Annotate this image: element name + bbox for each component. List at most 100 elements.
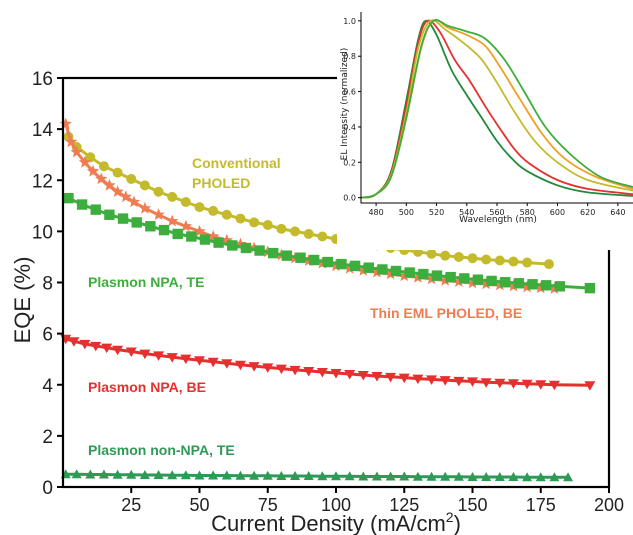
data-point-star: [95, 172, 108, 185]
data-point-square: [117, 213, 129, 224]
x-tick-label: 75: [258, 495, 278, 515]
inset-y-tick-label: 1.0: [343, 17, 356, 26]
data-point-square: [308, 254, 320, 266]
data-point-square: [459, 273, 470, 284]
inset-x-tick-label: 580: [520, 208, 535, 217]
data-point-circle: [440, 250, 451, 261]
data-point-square: [322, 256, 334, 268]
data-point-square: [158, 224, 170, 236]
data-point-triangle-down: [139, 349, 151, 360]
x-tick-label: 25: [121, 495, 141, 515]
data-point-triangle-up: [522, 472, 533, 482]
data-point-triangle-down: [330, 368, 342, 379]
inset-axis-ticks: 0.0 0.2 0.4 0.6 0.8 1.0 480 500 520 540 560 580 600 6…: [343, 17, 625, 217]
data-point-star: [78, 155, 91, 168]
data-point-triangle-down: [584, 381, 596, 391]
data-point-circle: [453, 251, 464, 262]
data-point-triangle-down: [234, 360, 246, 371]
y-tick-label: 6: [42, 325, 53, 346]
data-point-triangle-down: [68, 337, 80, 347]
data-point-triangle-down: [101, 343, 113, 354]
data-point-star: [86, 164, 100, 177]
inset-x-tick-label: 540: [459, 208, 474, 217]
data-point-triangle-up: [71, 469, 82, 479]
data-point-triangle-up: [194, 470, 205, 480]
data-point-triangle-down: [262, 363, 274, 373]
x-tick-label: 100: [321, 495, 351, 515]
data-point-square: [268, 247, 279, 259]
series-line: [65, 472, 568, 479]
data-point-triangle-up: [535, 472, 546, 482]
data-point-circle: [85, 152, 96, 163]
data-point-circle: [235, 213, 246, 224]
data-point-triangle-up: [371, 471, 382, 481]
data-point-square: [336, 258, 347, 270]
data-point-star: [425, 272, 438, 285]
inset-x-tick-label: 500: [399, 208, 414, 217]
data-point-star: [65, 135, 78, 148]
data-point-triangle-down: [439, 376, 451, 386]
data-point-triangle-up: [412, 471, 423, 481]
data-point-triangle-up: [276, 471, 287, 481]
data-point-triangle-down: [535, 380, 547, 390]
data-point-triangle-up: [249, 470, 260, 480]
data-point-circle: [522, 257, 533, 268]
data-point-star: [466, 276, 479, 289]
data-point-star: [439, 274, 452, 286]
data-point-triangle-up: [467, 472, 478, 482]
data-point-star: [548, 282, 561, 294]
data-point-triangle-up: [508, 472, 519, 482]
data-point-star: [103, 178, 116, 191]
data-point-triangle-down: [494, 378, 506, 389]
data-point-star: [329, 259, 343, 272]
data-point-square: [63, 192, 74, 204]
data-point-triangle-down: [548, 380, 560, 391]
data-point-triangle-down: [194, 356, 205, 366]
data-point-square: [131, 217, 142, 228]
data-point-circle: [180, 196, 191, 207]
data-point-triangle-up: [180, 470, 191, 480]
x-axis-label-superscript: 2: [446, 509, 454, 525]
data-point-star: [127, 195, 141, 208]
data-point-triangle-down: [90, 341, 102, 352]
data-point-circle: [112, 167, 123, 178]
data-point-circle: [139, 180, 150, 191]
data-point-triangle-down: [180, 354, 192, 365]
inset-spectrum-line-4: [360, 19, 633, 199]
data-point-triangle-down: [303, 366, 315, 377]
x-axis-label-main: Current Density (mA/cm: [211, 511, 446, 535]
data-point-triangle-up: [85, 469, 96, 479]
data-point-triangle-up: [399, 471, 410, 481]
data-point-triangle-up: [385, 471, 396, 481]
data-point-triangle-up: [426, 471, 437, 481]
series-4: [60, 469, 574, 482]
annotation-conventional-line-1: Conventional: [192, 155, 281, 171]
data-point-star: [411, 270, 425, 283]
data-point-circle: [194, 202, 205, 213]
data-point-star: [111, 185, 124, 197]
data-point-square: [554, 281, 566, 292]
data-point-square: [186, 231, 197, 242]
y-tick-label: 2: [42, 427, 53, 448]
data-point-circle: [481, 254, 492, 265]
inset-background: [337, 0, 633, 250]
data-point-square: [445, 271, 456, 283]
data-point-square: [172, 228, 183, 240]
data-point-circle: [208, 205, 219, 216]
annotation-plasmon-non-npa-te: Plasmon non-NPA, TE: [88, 442, 235, 458]
data-point-triangle-down: [344, 370, 356, 380]
data-point-triangle-down: [248, 362, 260, 372]
data-point-triangle-up: [453, 471, 464, 481]
data-point-square: [584, 282, 596, 294]
eqe-series-layer: [59, 117, 596, 482]
data-point-star: [193, 224, 206, 237]
data-point-triangle-down: [316, 367, 328, 378]
data-point-star: [207, 230, 220, 242]
data-point-star: [119, 190, 132, 203]
data-point-square: [145, 221, 156, 232]
inset-axes-frame: [360, 12, 633, 204]
data-point-square: [418, 268, 429, 280]
inset-x-tick-label: 600: [550, 208, 565, 217]
data-point-square: [431, 270, 443, 281]
data-point-circle: [494, 255, 505, 266]
